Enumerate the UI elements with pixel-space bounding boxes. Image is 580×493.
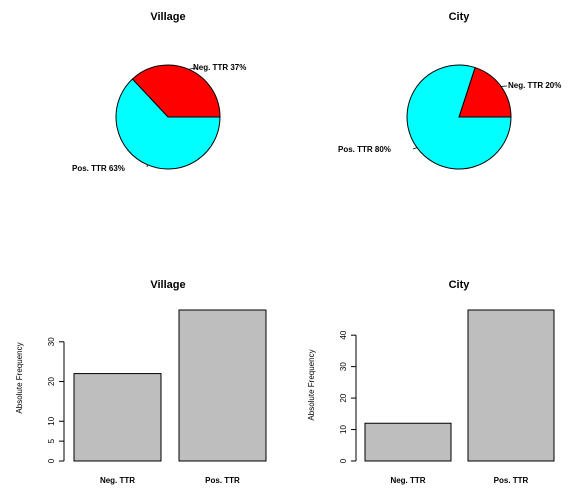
pie-leader-line bbox=[412, 147, 418, 150]
pie-title-village: Village bbox=[150, 11, 185, 23]
bar-0 bbox=[364, 422, 452, 462]
y-tick-label: 20 bbox=[339, 393, 348, 402]
y-tick-label: 40 bbox=[339, 330, 348, 339]
y-tick-label: 0 bbox=[339, 458, 348, 463]
bar-chart-village: Village Absolute Frequency Neg. TTR Pos. … bbox=[15, 279, 267, 485]
y-tick-label: 10 bbox=[339, 425, 348, 434]
y-tick-label: 0 bbox=[47, 458, 56, 463]
pie-label-village-neg: Neg. TTR 37% bbox=[193, 63, 246, 72]
pie-slice-0 bbox=[458, 66, 512, 118]
bar-plot-village: Neg. TTR Pos. TTR 0 5 10 20 30 bbox=[47, 309, 267, 485]
pie-label-city-pos: Pos. TTR 80% bbox=[338, 145, 391, 154]
y-tick-label: 5 bbox=[47, 438, 56, 443]
pie-slice-1 bbox=[115, 78, 221, 170]
pie-slices-city bbox=[406, 64, 512, 170]
y-tick-label: 30 bbox=[47, 337, 56, 346]
bar-title-city: City bbox=[449, 279, 471, 291]
y-tick-label: 10 bbox=[47, 416, 56, 425]
pie-label-city-neg: Neg. TTR 20% bbox=[508, 81, 561, 90]
x-tick-label: Pos. TTR bbox=[205, 476, 240, 485]
y-tick-label: 30 bbox=[339, 362, 348, 371]
y-tick-label: 20 bbox=[47, 377, 56, 386]
x-tick-label: Pos. TTR bbox=[494, 476, 529, 485]
pie-slices-village bbox=[115, 64, 221, 170]
bar-plot-city: Neg. TTR Pos. TTR 0 10 20 30 40 bbox=[339, 309, 555, 485]
bar-1 bbox=[178, 309, 267, 462]
bar-chart-city: City Absolute Frequency Neg. TTR Pos. TTR… bbox=[307, 279, 555, 485]
bar-ylabel-village: Absolute Frequency bbox=[15, 342, 24, 413]
x-tick-label: Neg. TTR bbox=[100, 476, 135, 485]
pie-title-city: City bbox=[449, 11, 471, 23]
bar-0 bbox=[73, 373, 162, 462]
pie-label-village-pos: Pos. TTR 63% bbox=[72, 164, 125, 173]
pie-chart-village: Village Neg. TTR 37% Pos. TTR 63% bbox=[72, 11, 246, 173]
pie-slice-0 bbox=[131, 64, 221, 118]
pie-chart-city: City Neg. TTR 20% Pos. TTR 80% bbox=[338, 11, 561, 170]
bar-title-village: Village bbox=[150, 279, 185, 291]
x-tick-label: Neg. TTR bbox=[390, 476, 425, 485]
pie-leader-line bbox=[188, 67, 197, 70]
bar-ylabel-city: Absolute Frequency bbox=[307, 349, 316, 420]
bar-1 bbox=[467, 309, 555, 462]
